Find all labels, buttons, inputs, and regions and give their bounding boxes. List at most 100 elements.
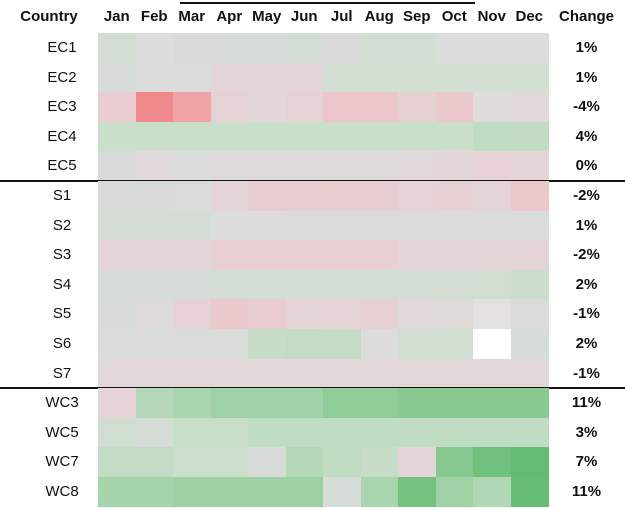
heat-cell xyxy=(248,417,286,448)
change-value: -2% xyxy=(573,187,600,204)
heat-cell xyxy=(323,417,361,448)
heat-cell xyxy=(398,151,436,182)
heat-cell xyxy=(323,329,361,360)
heat-cell xyxy=(323,121,361,152)
heat-cell xyxy=(248,92,286,123)
heat-cell xyxy=(398,269,436,300)
row-label: S3 xyxy=(52,246,72,264)
heat-cell xyxy=(435,358,474,389)
heat-cell xyxy=(135,181,174,212)
heat-cell xyxy=(510,388,549,419)
heat-cell xyxy=(248,477,286,508)
change-value: -1% xyxy=(573,364,600,382)
heat-cell xyxy=(285,329,324,360)
heat-cell xyxy=(398,33,436,64)
heat-cell xyxy=(135,33,174,64)
change-value: 0% xyxy=(575,157,598,175)
change-value: 2% xyxy=(575,335,598,352)
heat-cell xyxy=(135,299,174,330)
heat-cell xyxy=(248,269,286,300)
heat-cell xyxy=(248,181,286,212)
group-separator xyxy=(0,387,625,389)
heat-cell xyxy=(398,210,436,241)
heat-cell xyxy=(473,62,511,93)
heat-cell xyxy=(173,388,211,419)
heat-cell xyxy=(285,121,324,152)
heat-cell xyxy=(285,92,324,123)
heat-cell xyxy=(510,358,549,389)
heat-cell xyxy=(323,358,361,389)
heat-cell xyxy=(98,447,136,478)
heat-cell xyxy=(173,33,211,64)
heat-cell xyxy=(285,447,324,478)
heat-cell xyxy=(173,358,211,389)
heat-cell xyxy=(398,358,436,389)
heat-cell xyxy=(398,240,436,271)
heat-cell xyxy=(210,299,249,330)
heat-cell xyxy=(210,33,249,64)
heat-cell xyxy=(435,329,474,360)
heat-cell xyxy=(285,417,324,448)
heat-cell xyxy=(473,388,511,419)
row-label: S6 xyxy=(52,335,72,352)
heat-cell xyxy=(435,417,474,448)
heat-cell xyxy=(473,121,511,152)
heat-cell xyxy=(173,210,211,241)
heat-cell xyxy=(210,388,249,419)
heat-cell xyxy=(98,477,136,508)
row-label: EC3 xyxy=(47,98,77,116)
change-value: 7% xyxy=(575,453,598,471)
heat-cell xyxy=(473,181,511,212)
heat-cell xyxy=(360,477,399,508)
heat-cell xyxy=(360,121,399,152)
heat-cell xyxy=(98,33,136,64)
heat-cell xyxy=(98,240,136,271)
heat-cell xyxy=(360,151,399,182)
heat-cell xyxy=(435,33,474,64)
heat-cell xyxy=(510,329,549,360)
heat-cell xyxy=(210,447,249,478)
heat-cell xyxy=(398,447,436,478)
heat-cell xyxy=(473,151,511,182)
heat-cell xyxy=(323,388,361,419)
heat-cell xyxy=(98,62,136,93)
heat-cell xyxy=(435,299,474,330)
heat-cell xyxy=(285,151,324,182)
column-header: Country xyxy=(20,8,78,25)
row-label: WC3 xyxy=(45,394,79,412)
heat-cell xyxy=(248,121,286,152)
heat-cell xyxy=(473,417,511,448)
column-header: Apr xyxy=(216,8,243,25)
heat-cell xyxy=(435,269,474,300)
heat-cell xyxy=(510,62,549,93)
heat-cell xyxy=(98,92,136,123)
heat-cell xyxy=(285,269,324,300)
row-label: S1 xyxy=(52,187,72,204)
heat-cell xyxy=(323,62,361,93)
change-value: 2% xyxy=(575,275,598,293)
heat-cell xyxy=(435,240,474,271)
heat-cell xyxy=(285,388,324,419)
heat-cell xyxy=(173,181,211,212)
heat-cell xyxy=(435,121,474,152)
change-value: -4% xyxy=(573,98,600,116)
header-top-rule xyxy=(180,2,475,4)
heat-cell xyxy=(248,329,286,360)
heat-cell xyxy=(210,329,249,360)
heat-cell xyxy=(173,151,211,182)
heat-cell xyxy=(210,240,249,271)
heat-cell xyxy=(210,358,249,389)
heat-cell xyxy=(398,417,436,448)
heat-cell xyxy=(360,33,399,64)
heat-cell xyxy=(323,447,361,478)
heat-cell xyxy=(98,388,136,419)
heat-cell xyxy=(285,477,324,508)
column-header: Jul xyxy=(330,8,353,25)
heat-cell xyxy=(248,210,286,241)
change-value: 11% xyxy=(571,483,602,500)
column-header: Change xyxy=(558,8,614,25)
column-header: Jun xyxy=(290,8,318,25)
heat-cell xyxy=(98,417,136,448)
heat-cell xyxy=(210,121,249,152)
change-value: 4% xyxy=(575,127,598,145)
